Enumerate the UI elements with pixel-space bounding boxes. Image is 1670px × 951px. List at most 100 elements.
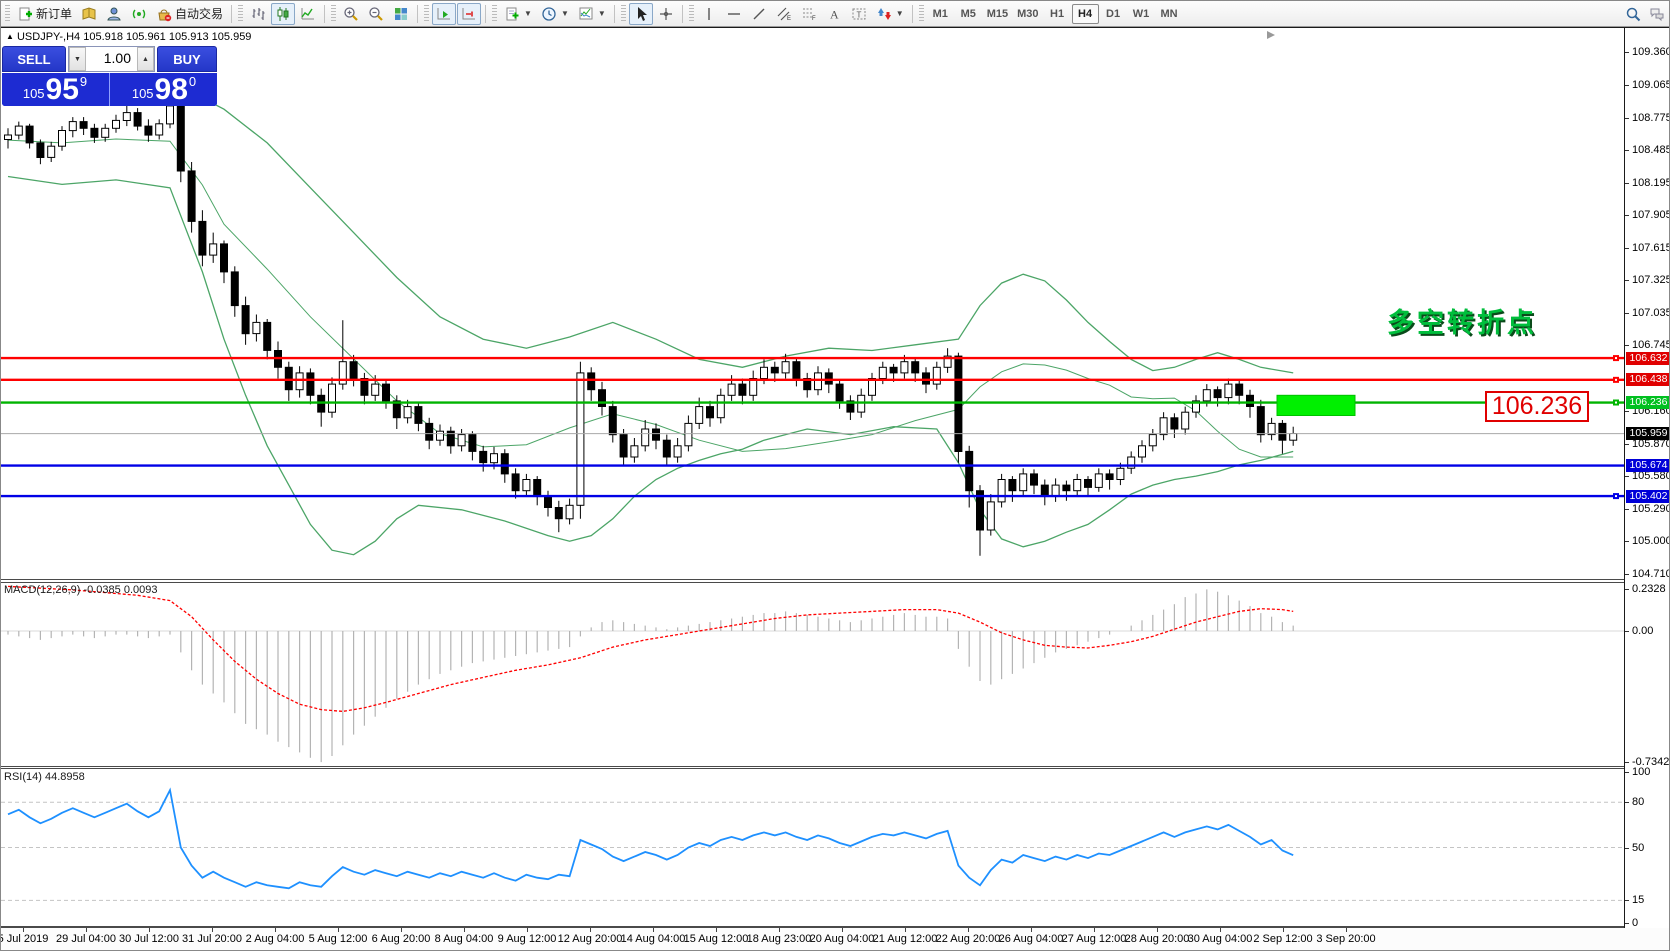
cursor-button[interactable] — [628, 2, 653, 25]
toolbar-separator — [417, 4, 419, 23]
auto-scroll-button[interactable] — [432, 2, 457, 25]
time-tick-label: 12 Aug 20:00 — [557, 933, 623, 945]
axis-tick-mark — [1625, 150, 1629, 152]
price-tick-label: 108.195 — [1632, 176, 1670, 189]
timeframe-h4-button[interactable]: H4 — [1071, 3, 1099, 24]
buy-button[interactable]: BUY — [157, 46, 217, 72]
timeframe-m15-button[interactable]: M15 — [986, 7, 1009, 20]
label-icon: T — [852, 8, 866, 19]
toolbar-grip — [238, 4, 244, 23]
pane-divider-macd[interactable] — [1, 579, 1669, 583]
timeframe-mn-button[interactable]: MN — [1160, 7, 1178, 20]
profile-icon — [107, 7, 121, 20]
auto-trading-button[interactable]: 自动交易 — [152, 3, 227, 25]
time-tick-mark — [653, 928, 654, 932]
tile-windows-button[interactable] — [389, 3, 413, 25]
fibonacci-button[interactable]: F — [797, 3, 821, 25]
bollinger-bands — [7, 93, 1294, 556]
toolbar-separator — [231, 4, 233, 23]
channel-button[interactable]: E — [772, 3, 796, 25]
svg-text:E: E — [787, 16, 791, 22]
time-axis[interactable]: 5 Jul 2019 29 Jul 04:00 30 Jul 12:00 31 Jul… — [1, 928, 1669, 950]
auto-trading-button-label: 自动交易 — [175, 7, 224, 21]
time-tick-label: 15 Aug 12:00 — [683, 933, 749, 945]
time-tick-mark — [842, 928, 843, 932]
volume-input[interactable]: 1.00 — [103, 50, 131, 66]
toolbar-right-group — [1621, 3, 1669, 25]
chart-shift-marker-icon[interactable] — [1267, 31, 1275, 39]
timeframe-m30-button[interactable]: M30 — [1017, 7, 1039, 20]
macd-pane-canvas[interactable] — [1, 583, 1624, 766]
time-tick-label: 8 Aug 04:00 — [434, 933, 494, 945]
text-icon: A — [830, 7, 839, 21]
price-line-badge: 106.438 — [1626, 373, 1669, 387]
rsi-label: RSI(14) 44.8958 — [4, 771, 85, 783]
trendline-button[interactable] — [747, 3, 771, 25]
history-center-button[interactable] — [77, 3, 101, 25]
toolbar-grip — [5, 4, 10, 23]
webinar-button[interactable] — [127, 3, 151, 25]
text-button[interactable]: A — [822, 3, 846, 25]
chart-shift-button[interactable] — [457, 2, 482, 25]
candlestick-chart-button[interactable] — [271, 2, 296, 25]
price-tick-label: 105.000 — [1632, 535, 1670, 548]
timeframe-m5-button[interactable]: M5 — [960, 7, 976, 20]
timeframe-m1-button[interactable]: M1 — [932, 7, 948, 20]
volume-decrease-button[interactable]: ▼ — [69, 47, 86, 71]
price-tick-label: 106.745 — [1632, 339, 1670, 352]
vline-icon — [708, 7, 710, 20]
zoom-out-button[interactable] — [364, 3, 388, 25]
search-button[interactable] — [1621, 3, 1645, 25]
vertical-line-button[interactable] — [697, 3, 721, 25]
macd-signal-line — [7, 585, 1294, 713]
time-tick-label: 2 Sep 12:00 — [1253, 933, 1313, 945]
svg-text:A: A — [830, 7, 839, 21]
axis-tick-mark — [1625, 772, 1629, 773]
time-tick-label: 31 Jul 20:00 — [182, 933, 242, 945]
volume-increase-button[interactable]: ▲ — [137, 47, 154, 71]
axis-tick-mark — [1625, 215, 1629, 217]
arrows-button[interactable]: ▼ — [872, 3, 908, 25]
bar-chart-button[interactable] — [246, 3, 270, 25]
indicators-button[interactable]: ▼ — [574, 3, 610, 25]
price-axis[interactable]: 109.360 109.065 108.775 108.485 108.195 107.9… — [1624, 28, 1670, 929]
auto-scroll-icon — [437, 7, 451, 19]
sell-price-display[interactable]: 105 95 9 — [2, 73, 108, 106]
new-order-button[interactable]: 新订单 — [13, 3, 76, 25]
line-chart-button[interactable] — [296, 3, 320, 25]
toolbar-separator — [613, 4, 615, 23]
templates-button[interactable]: ▼ — [500, 3, 536, 25]
time-tick-mark — [212, 928, 213, 932]
crosshair-button[interactable] — [654, 3, 678, 25]
timeframe-h1-button[interactable]: H1 — [1050, 7, 1065, 20]
main-chart-canvas[interactable] — [1, 28, 1624, 579]
rsi-pane-canvas[interactable] — [1, 769, 1624, 926]
candles-icon — [277, 6, 289, 21]
sell-button[interactable]: SELL — [2, 46, 66, 72]
period-button[interactable]: ▼ — [537, 3, 573, 25]
time-tick-label: 18 Aug 23:00 — [746, 933, 812, 945]
bars-icon — [252, 7, 265, 20]
time-tick-label: 3 Sep 20:00 — [1316, 933, 1376, 945]
price-line-badge: 105.402 — [1626, 489, 1669, 503]
profile-button[interactable] — [102, 3, 126, 25]
tick-direction-icon: ▲ — [6, 32, 14, 41]
zoom-in-button[interactable] — [339, 3, 363, 25]
timeframe-w1-button[interactable]: W1 — [1132, 7, 1150, 20]
symbol-info: ▲ USDJPY-,H4 105.918 105.961 105.913 105… — [6, 31, 251, 43]
time-tick-mark — [1220, 928, 1221, 932]
buy-price-display[interactable]: 105 98 0 — [111, 73, 217, 106]
buy-price-figure: 105 — [131, 86, 154, 101]
timeframe-d1-button[interactable]: D1 — [1106, 7, 1121, 20]
axis-tick-mark — [1625, 117, 1629, 119]
price-callout-label[interactable]: 106.236 — [1485, 391, 1589, 422]
time-tick-mark — [23, 928, 24, 932]
rsi-tick-label: 80 — [1632, 796, 1645, 809]
highlight-rectangle-object[interactable] — [1276, 394, 1356, 416]
turning-point-annotation[interactable]: 多空转折点 — [1387, 308, 1537, 338]
price-divider — [109, 73, 110, 106]
pane-divider-rsi[interactable] — [1, 766, 1669, 769]
chat-button[interactable] — [1645, 3, 1669, 25]
horizontal-line-button[interactable] — [722, 3, 746, 25]
text-label-button[interactable]: T — [847, 3, 871, 25]
